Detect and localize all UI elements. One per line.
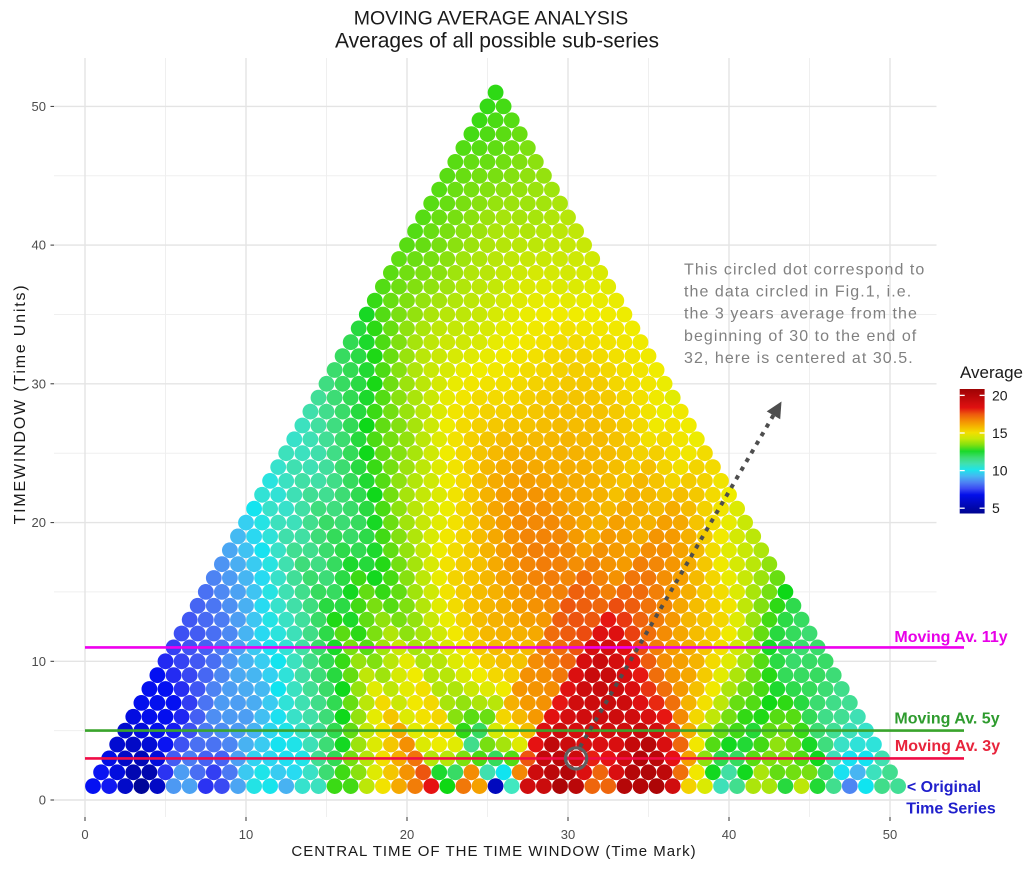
svg-text:30: 30 (561, 827, 575, 842)
svg-text:10: 10 (992, 463, 1008, 479)
svg-text:40: 40 (722, 827, 736, 842)
svg-text:10: 10 (239, 827, 253, 842)
svg-text:TIMEWINDOW (Time Units): TIMEWINDOW (Time Units) (12, 284, 29, 525)
svg-text:Averages of all possible sub-s: Averages of all possible sub-series (335, 30, 659, 53)
svg-text:50: 50 (883, 827, 897, 842)
svg-text:MOVING AVERAGE ANALYSIS: MOVING AVERAGE ANALYSIS (354, 8, 629, 30)
svg-text:0: 0 (39, 793, 46, 808)
svg-text:Time Series: Time Series (906, 801, 996, 818)
svg-text:30: 30 (32, 376, 46, 391)
svg-text:32, here is centered at 30.5.: 32, here is centered at 30.5. (684, 350, 914, 367)
svg-text:CENTRAL TIME OF THE TIME WINDO: CENTRAL TIME OF THE TIME WINDOW (Time Ma… (291, 843, 696, 860)
svg-text:20: 20 (992, 387, 1008, 403)
svg-text:15: 15 (992, 425, 1008, 441)
svg-text:beginning of 30 to the end of: beginning of 30 to the end of (684, 328, 917, 345)
svg-text:Moving Av. 5y: Moving Av. 5y (894, 711, 999, 728)
svg-text:Moving Av. 3y: Moving Av. 3y (895, 738, 1000, 755)
svg-text:Average: Average (960, 363, 1023, 382)
svg-text:5: 5 (992, 500, 1000, 516)
svg-text:50: 50 (32, 99, 46, 114)
svg-text:20: 20 (400, 827, 414, 842)
svg-text:Moving Av. 11y: Moving Av. 11y (894, 629, 1007, 646)
svg-text:the 3 years average from the: the 3 years average from the (684, 306, 918, 323)
svg-text:This circled dot correspond to: This circled dot correspond to (684, 262, 925, 279)
svg-text:< Original: < Original (907, 779, 981, 796)
svg-text:the data circled in Fig.1, i.e: the data circled in Fig.1, i.e. (684, 284, 912, 301)
svg-text:0: 0 (81, 827, 88, 842)
svg-text:10: 10 (32, 654, 46, 669)
svg-text:20: 20 (32, 515, 46, 530)
svg-text:40: 40 (32, 238, 46, 253)
